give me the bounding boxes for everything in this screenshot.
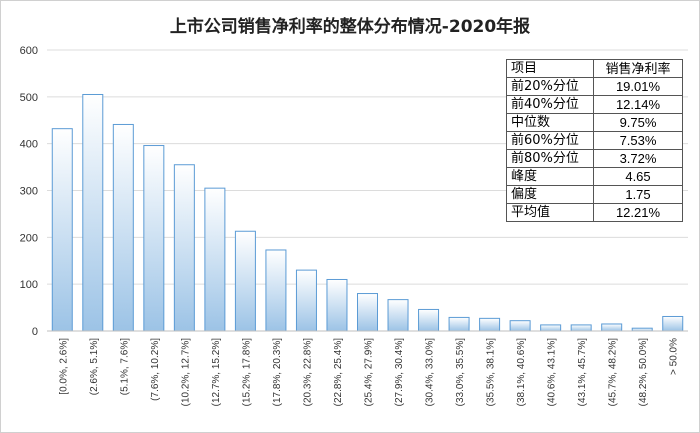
- bar: [51, 128, 73, 332]
- x-tick-label: (5.1%, 7.6%]: [119, 338, 130, 395]
- x-tick-label: (22.8%, 25.4%]: [333, 338, 344, 407]
- bar: [112, 123, 134, 332]
- bar: [509, 320, 531, 332]
- x-tick-label: (48.2%, 50.0%]: [638, 338, 649, 407]
- y-axis: 0 100 200 300 400 500 600: [20, 45, 38, 338]
- stats-row: 中位数 9.75%: [506, 113, 683, 132]
- bar: [601, 323, 623, 332]
- stats-value-cell: 1.75: [593, 185, 683, 204]
- stats-value-cell: 7.53%: [593, 131, 683, 150]
- bar: [479, 317, 501, 332]
- stats-label-cell: 峰度: [506, 167, 594, 186]
- x-axis: [0.0%, 2.6%] (2.6%, 5.1%] (5.1%, 7.6%] (7.6…: [47, 330, 688, 407]
- stats-value-cell: 9.75%: [593, 113, 683, 132]
- bar: [82, 93, 104, 332]
- stats-label-cell: 中位数: [506, 113, 594, 132]
- bar: [204, 187, 226, 332]
- chart-title: 上市公司销售净利率的整体分布情况-2020年报: [169, 17, 531, 37]
- bar: [540, 324, 562, 332]
- bar: [143, 145, 165, 332]
- stats-row: 偏度 1.75: [506, 185, 683, 204]
- stats-row: 前60%分位 7.53%: [506, 131, 683, 150]
- x-tick-label: (2.6%, 5.1%]: [89, 338, 100, 395]
- stats-label-cell: 前80%分位: [506, 149, 594, 168]
- stats-label-cell: 平均值: [506, 203, 594, 222]
- stats-value-cell: 12.14%: [593, 95, 683, 114]
- stats-row: 前40%分位 12.14%: [506, 95, 683, 114]
- bars: [51, 93, 684, 332]
- y-tick-label: 100: [20, 279, 38, 291]
- x-tick-label: (12.7%, 15.2%]: [211, 338, 222, 407]
- y-tick-label: 400: [20, 139, 38, 151]
- stats-header-row: 项目 销售净利率: [506, 59, 683, 78]
- x-tick-label: (20.3%, 22.8%]: [302, 338, 313, 407]
- bar: [357, 293, 378, 332]
- stats-row: 前20%分位 19.01%: [506, 77, 683, 96]
- bar: [662, 315, 684, 332]
- stats-row: 峰度 4.65: [506, 167, 683, 186]
- bar: [173, 164, 195, 332]
- y-tick-label: 500: [20, 92, 38, 104]
- y-tick-label: 200: [20, 232, 38, 244]
- bar: [295, 269, 317, 332]
- bar: [234, 230, 256, 332]
- x-tick-label: (7.6%, 10.2%]: [150, 338, 161, 401]
- y-tick-label: 300: [20, 186, 38, 198]
- x-tick-label: (35.5%, 38.1%]: [486, 338, 497, 407]
- y-tick-label: 0: [32, 326, 38, 338]
- x-tick-label: > 50.0%: [669, 338, 680, 375]
- y-tick-label: 600: [20, 45, 38, 57]
- x-tick-label: (38.1%, 40.6%]: [516, 338, 527, 407]
- bar: [326, 278, 348, 332]
- bar: [418, 308, 440, 332]
- stats-label-cell: 项目: [506, 59, 594, 78]
- x-tick-label: (27.9%, 30.4%]: [394, 338, 405, 407]
- x-tick-label: (15.2%, 17.8%]: [241, 338, 252, 407]
- stats-label-cell: 偏度: [506, 185, 594, 204]
- x-tick-label: (10.2%, 12.7%]: [180, 338, 191, 407]
- stats-row: 平均值 12.21%: [506, 203, 683, 222]
- bar: [448, 316, 470, 332]
- x-tick-label: (33.0%, 35.5%]: [455, 338, 466, 407]
- stats-label-cell: 前40%分位: [506, 95, 594, 114]
- x-tick-label: (17.8%, 20.3%]: [272, 338, 283, 407]
- stats-row: 前80%分位 3.72%: [506, 149, 683, 168]
- bar: [265, 249, 287, 332]
- x-tick-label: (43.1%, 45.7%]: [577, 338, 588, 407]
- x-tick-label: (25.4%, 27.9%]: [364, 338, 375, 407]
- bar: [570, 324, 592, 332]
- stats-value-cell: 销售净利率: [593, 59, 683, 78]
- stats-value-cell: 3.72%: [593, 149, 683, 168]
- stats-table: 项目 销售净利率 前20%分位 19.01% 前40%分位 12.14% 中位数 9.75% 前…: [506, 59, 683, 222]
- bar: [387, 299, 409, 332]
- x-tick-label: (40.6%, 43.1%]: [547, 338, 558, 407]
- x-tick-label: (30.4%, 33.0%]: [425, 338, 436, 407]
- stats-label-cell: 前20%分位: [506, 77, 594, 96]
- x-tick-label: [0.0%, 2.6%]: [58, 338, 69, 395]
- stats-value-cell: 12.21%: [593, 203, 683, 222]
- x-tick-label: (45.7%, 48.2%]: [608, 338, 619, 407]
- stats-value-cell: 4.65: [593, 167, 683, 186]
- stats-label-cell: 前60%分位: [506, 131, 594, 150]
- stats-value-cell: 19.01%: [593, 77, 683, 96]
